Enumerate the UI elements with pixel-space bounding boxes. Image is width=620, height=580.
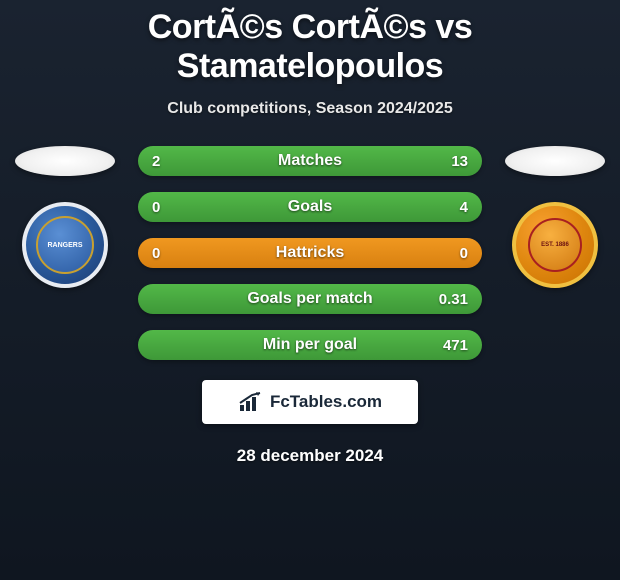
subtitle: Club competitions, Season 2024/2025 — [0, 100, 620, 118]
stat-right-value: 4 — [438, 199, 468, 216]
brand-label: FcTables.com — [270, 392, 382, 412]
club-badge-left: RANGERS — [22, 202, 108, 288]
stat-row-goals: 0 Goals 4 — [138, 192, 482, 222]
date-label: 28 december 2024 — [0, 446, 620, 466]
stat-row-min-per-goal: Min per goal 471 — [138, 330, 482, 360]
stat-label: Matches — [278, 152, 342, 170]
stat-label: Hattricks — [276, 244, 344, 262]
club-badge-left-inner: RANGERS — [36, 216, 94, 274]
stat-right-value: 13 — [438, 153, 468, 170]
stat-left-value: 0 — [152, 199, 182, 216]
club-badge-right-inner: EST. 1886 — [528, 218, 582, 272]
stat-right-value: 0.31 — [438, 291, 468, 308]
stat-row-hattricks: 0 Hattricks 0 — [138, 238, 482, 268]
player-left-column: RANGERS — [10, 146, 120, 288]
player-right-column: EST. 1886 — [500, 146, 610, 288]
stat-right-value: 471 — [438, 337, 468, 354]
stat-label: Goals — [288, 198, 332, 216]
stat-label: Min per goal — [263, 336, 357, 354]
stat-row-goals-per-match: Goals per match 0.31 — [138, 284, 482, 314]
player-right-photo — [505, 146, 605, 176]
stat-left-value: 0 — [152, 245, 182, 262]
chart-icon — [238, 391, 264, 413]
content-row: RANGERS 2 Matches 13 0 Goals 4 0 Hattric… — [0, 146, 620, 376]
player-left-photo — [15, 146, 115, 176]
brand-box[interactable]: FcTables.com — [202, 380, 418, 424]
stats-list: 2 Matches 13 0 Goals 4 0 Hattricks 0 Goa… — [120, 146, 500, 376]
club-badge-right: EST. 1886 — [512, 202, 598, 288]
page-title: CortÃ©s CortÃ©s vs Stamatelopoulos — [0, 8, 620, 86]
stat-right-value: 0 — [438, 245, 468, 262]
stat-left-value: 2 — [152, 153, 182, 170]
comparison-card: CortÃ©s CortÃ©s vs Stamatelopoulos Club … — [0, 0, 620, 466]
stat-label: Goals per match — [247, 290, 372, 308]
stat-row-matches: 2 Matches 13 — [138, 146, 482, 176]
